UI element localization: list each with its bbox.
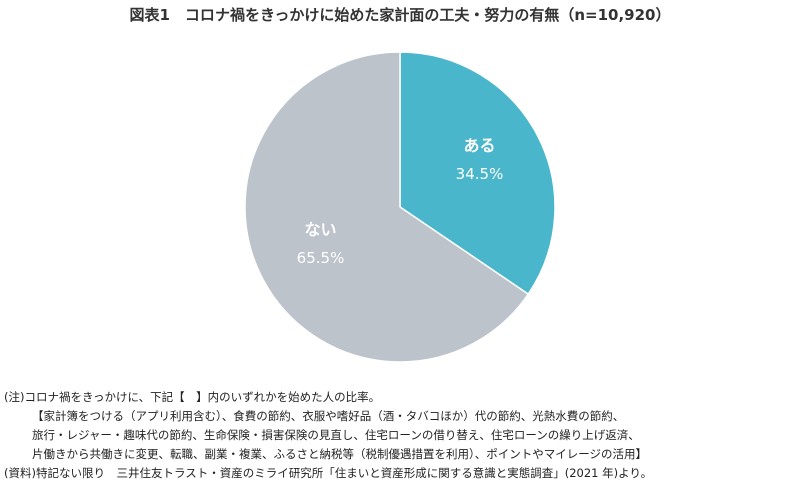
pie-slice-value-1: 65.5%: [297, 249, 345, 267]
source-line: (資料)特記ない限り 三井住友トラスト・資産のミライ研究所「住まいと資産形成に関…: [4, 466, 653, 480]
pie-slice-label-1: ない: [304, 220, 336, 239]
note-line-4: 片働きから共働きに変更、転職、副業・複業、ふるさと納税等（税制優遇措置を利用）、…: [32, 447, 648, 461]
pie-slice-value-0: 34.5%: [456, 165, 504, 183]
pie-slice-label-0: ある: [463, 136, 495, 155]
pie-slices: [244, 51, 556, 363]
note-line-1: (注)コロナ禍をきっかけに、下記【 】内のいずれかを始めた人の比率。: [4, 390, 381, 404]
chart-title: 図表1 コロナ禍をきっかけに始めた家計面の工夫・努力の有無（n=10,920）: [129, 6, 671, 24]
pie-labels: ある 34.5% ない 65.5%: [297, 136, 504, 267]
notes-block: (注)コロナ禍をきっかけに、下記【 】内のいずれかを始めた人の比率。 【家計簿を…: [4, 388, 796, 483]
pie-slice-0: [399, 51, 556, 296]
pie-chart: ある 34.5% ない 65.5%: [244, 51, 556, 363]
note-line-2: 【家計簿をつける（アプリ利用含む）、食費の節約、衣服や嗜好品（酒・タバコほか）代…: [32, 409, 625, 423]
pie-slice-1: [244, 51, 530, 363]
note-line-3: 旅行・レジャー・趣味代の節約、生命保険・損害保険の見直し、住宅ローンの借り替え、…: [32, 428, 640, 442]
